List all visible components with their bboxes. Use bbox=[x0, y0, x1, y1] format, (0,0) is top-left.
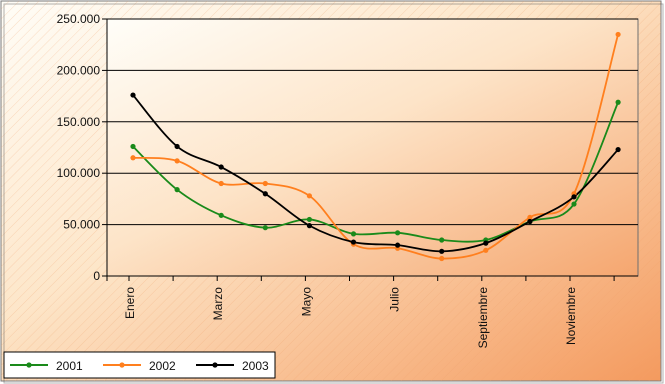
legend: 2001 2002 2003 bbox=[3, 351, 276, 379]
y-tick-label: 100.000 bbox=[57, 166, 101, 180]
x-axis-ticks: Enero Marzo Mayo Julio Septiembre Noviembre bbox=[123, 276, 615, 349]
y-tick-label: 250.000 bbox=[57, 12, 101, 26]
x-tick-label-julio: Julio bbox=[388, 287, 402, 312]
data-point-2002-8 bbox=[439, 255, 445, 262]
data-point-2002-3 bbox=[218, 180, 224, 187]
legend-marker-2002 bbox=[119, 362, 125, 368]
data-point-2001-12 bbox=[615, 99, 621, 105]
data-point-2003-3 bbox=[218, 164, 224, 170]
axes bbox=[102, 19, 638, 281]
data-point-2001-6 bbox=[350, 231, 357, 237]
data-point-2002-2 bbox=[174, 158, 180, 164]
plot-area bbox=[106, 18, 639, 277]
data-point-2003-6 bbox=[350, 239, 357, 245]
series-markers bbox=[130, 31, 621, 262]
data-point-2001-2 bbox=[174, 187, 180, 193]
data-point-2002-5 bbox=[306, 193, 312, 199]
data-point-2003-5 bbox=[306, 223, 312, 229]
y-tick-label: 50.000 bbox=[63, 218, 100, 232]
data-point-2003-7 bbox=[395, 242, 401, 248]
data-point-2002-9 bbox=[483, 247, 489, 253]
data-point-2001-11 bbox=[571, 201, 577, 207]
x-tick-label-mayo: Mayo bbox=[299, 287, 313, 317]
data-point-2003-8 bbox=[439, 248, 445, 254]
legend-marker-2003 bbox=[212, 362, 218, 368]
data-point-2003-12 bbox=[615, 146, 621, 153]
series-line-2003 bbox=[132, 94, 619, 253]
data-point-2001-7 bbox=[395, 230, 401, 236]
x-tick-label-enero: Enero bbox=[123, 287, 137, 319]
data-point-2002-12 bbox=[615, 31, 621, 38]
data-point-2001-5 bbox=[306, 216, 312, 223]
data-point-2002-10 bbox=[527, 214, 533, 221]
data-point-2003-10 bbox=[527, 218, 533, 225]
legend-label-2001: 2001 bbox=[56, 359, 83, 373]
y-tick-label: 150.000 bbox=[57, 115, 101, 129]
chart-frame-shadow bbox=[3, 3, 664, 384]
data-point-2001-1 bbox=[130, 143, 136, 150]
y-tick-label: 200.000 bbox=[57, 63, 101, 77]
y-tick-label: 0 bbox=[93, 269, 100, 283]
legend-label-2002: 2002 bbox=[149, 359, 176, 373]
x-tick-label-noviembre: Noviembre bbox=[564, 287, 578, 345]
data-point-2001-8 bbox=[439, 237, 445, 243]
data-point-2002-1 bbox=[130, 155, 136, 161]
legend-label-2003: 2003 bbox=[242, 359, 269, 373]
x-tick-label-marzo: Marzo bbox=[211, 287, 225, 321]
data-point-2001-3 bbox=[218, 212, 224, 218]
grid-lines bbox=[107, 18, 638, 226]
data-point-2003-2 bbox=[174, 143, 180, 150]
data-point-2002-4 bbox=[262, 180, 268, 187]
data-point-2003-4 bbox=[262, 191, 268, 197]
data-point-2001-4 bbox=[262, 225, 268, 231]
data-point-2003-9 bbox=[483, 240, 489, 246]
x-tick-label-septiembre: Septiembre bbox=[476, 287, 490, 349]
y-axis-ticks: 0 50.000 100.000 150.000 200.000 250.000 bbox=[57, 12, 107, 283]
legend-marker-2001 bbox=[26, 362, 32, 368]
data-point-2003-11 bbox=[571, 194, 577, 200]
data-point-2003-1 bbox=[130, 92, 136, 98]
